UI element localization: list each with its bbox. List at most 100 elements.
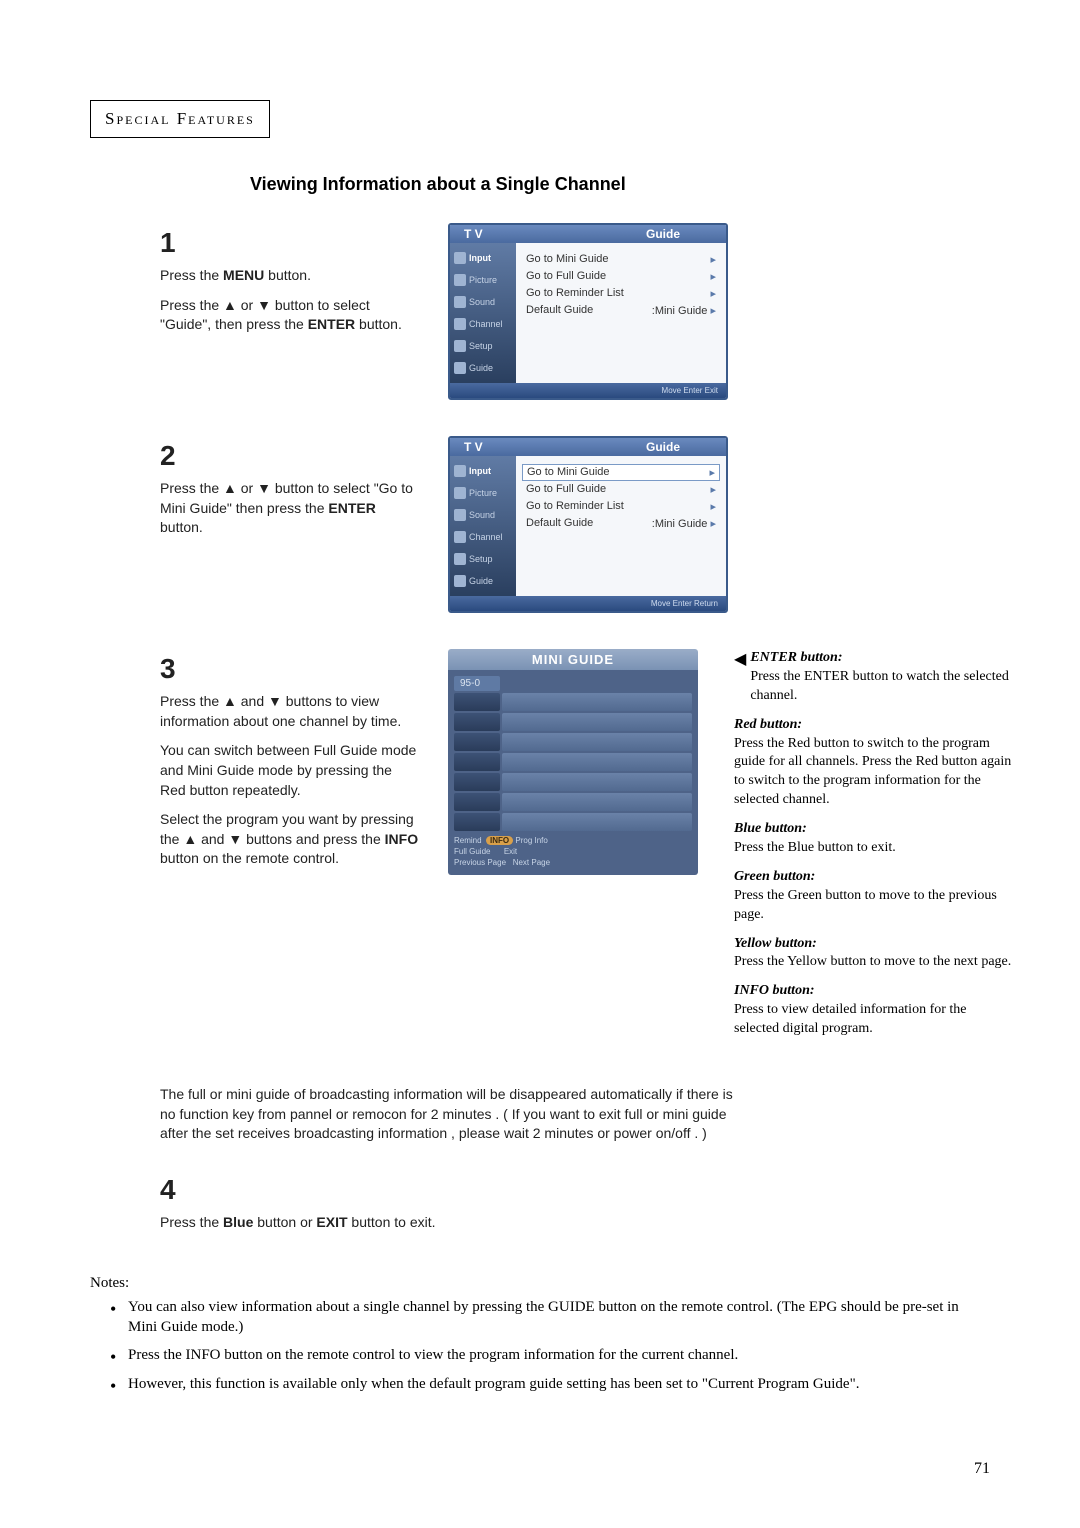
side-setup: Setup bbox=[452, 335, 514, 357]
enter-body: Press the ENTER button to watch the sele… bbox=[750, 669, 1009, 703]
notes-list: You can also view information about a si… bbox=[90, 1297, 990, 1394]
mini-guide-title: MINI GUIDE bbox=[448, 649, 698, 670]
opt-full: Go to Full Guide▸ bbox=[526, 268, 716, 285]
mini-cell bbox=[502, 713, 692, 731]
picture-icon bbox=[454, 487, 466, 499]
opt-full-2: Go to Full Guide▸ bbox=[526, 481, 716, 498]
step-2-p1: Press the ▲ or ▼ button to select "Go to… bbox=[160, 479, 420, 538]
sound-icon bbox=[454, 296, 466, 308]
tv-sidebar-2: Input Picture Sound Channel Setup Guide bbox=[450, 456, 516, 596]
tv-menu-footer-2: Move Enter Return bbox=[450, 596, 726, 611]
step-1-p1: Press the MENU button. bbox=[160, 266, 420, 286]
step-4: 4 Press the Blue button or EXIT button t… bbox=[160, 1170, 420, 1243]
picture-icon bbox=[454, 274, 466, 286]
mini-guide-body: 95-0 Remind INFO Prog Info Full Guide Ex… bbox=[448, 670, 698, 875]
tv-title-2: Guide bbox=[646, 440, 680, 454]
channel-icon bbox=[454, 318, 466, 330]
setup-icon bbox=[454, 340, 466, 352]
input-icon bbox=[454, 252, 466, 264]
green-note: Green button:Press the Green button to m… bbox=[734, 868, 1014, 925]
opt-default: Default Guide:Mini Guide ▸ bbox=[526, 302, 716, 319]
step-3-p1: Press the ▲ and ▼ buttons to view inform… bbox=[160, 692, 420, 731]
channel-icon bbox=[454, 531, 466, 543]
red-note: Red button:Press the Red button to switc… bbox=[734, 716, 1014, 810]
mini-cell bbox=[502, 693, 692, 711]
notes-heading: Notes: bbox=[90, 1275, 129, 1291]
side-input-2: Input bbox=[452, 460, 514, 482]
enter-title: ENTER button: bbox=[750, 650, 842, 665]
tv-menu-header: T V Guide bbox=[450, 225, 726, 243]
mini-cell bbox=[502, 733, 692, 751]
step-4-number: 4 bbox=[160, 1170, 420, 1209]
tv-label-2: T V bbox=[456, 440, 483, 454]
side-sound: Sound bbox=[452, 291, 514, 313]
side-channel-2: Channel bbox=[452, 526, 514, 548]
opt-mini: Go to Mini Guide▸ bbox=[526, 251, 716, 268]
opt-default-2: Default Guide:Mini Guide ▸ bbox=[526, 515, 716, 532]
step-1-number: 1 bbox=[160, 223, 420, 262]
side-picture: Picture bbox=[452, 269, 514, 291]
tv-label: T V bbox=[456, 227, 483, 241]
tv-menu-body-2: Input Picture Sound Channel Setup Guide … bbox=[450, 456, 726, 596]
mini-cell bbox=[454, 753, 500, 771]
note-2: Press the INFO button on the remote cont… bbox=[110, 1345, 990, 1365]
info-note: INFO button:Press to view detailed infor… bbox=[734, 982, 1014, 1039]
guide-icon bbox=[454, 575, 466, 587]
side-channel: Channel bbox=[452, 313, 514, 335]
mini-cell bbox=[454, 693, 500, 711]
step-3-number: 3 bbox=[160, 649, 420, 688]
opt-reminder-2: Go to Reminder List▸ bbox=[526, 498, 716, 515]
section-header-box: Special Features bbox=[90, 100, 270, 138]
mini-cell bbox=[454, 813, 500, 831]
sound-icon bbox=[454, 509, 466, 521]
tv-menu-body: Input Picture Sound Channel Setup Guide … bbox=[450, 243, 726, 383]
tv-main: Go to Mini Guide▸ Go to Full Guide▸ Go t… bbox=[516, 243, 726, 383]
tv-menu-footer-1: Move Enter Exit bbox=[450, 383, 726, 398]
section-header: Special Features bbox=[105, 109, 255, 128]
tv-title: Guide bbox=[646, 227, 680, 241]
page-number: 71 bbox=[974, 1460, 990, 1478]
step-3-text: 3 Press the ▲ and ▼ buttons to view info… bbox=[160, 649, 420, 879]
side-picture-2: Picture bbox=[452, 482, 514, 504]
tv-menu-header-2: T V Guide bbox=[450, 438, 726, 456]
mini-cell bbox=[502, 773, 692, 791]
full-note: The full or mini guide of broadcasting i… bbox=[160, 1085, 740, 1144]
step-2-text: 2 Press the ▲ or ▼ button to select "Go … bbox=[160, 436, 420, 548]
tv-main-2: Go to Mini Guide▸ Go to Full Guide▸ Go t… bbox=[516, 456, 726, 596]
guide-icon bbox=[454, 362, 466, 374]
mini-channel: 95-0 bbox=[454, 676, 500, 691]
notes-section: Notes: You can also view information abo… bbox=[90, 1273, 990, 1394]
right-notes: ◀ ENTER button:Press the ENTER button to… bbox=[734, 649, 1014, 1049]
mini-cell bbox=[454, 733, 500, 751]
mini-guide: MINI GUIDE 95-0 Remind INFO Prog Info Fu… bbox=[448, 649, 698, 875]
mini-rows bbox=[454, 693, 692, 831]
step-2: 2 Press the ▲ or ▼ button to select "Go … bbox=[90, 436, 990, 613]
side-input: Input bbox=[452, 247, 514, 269]
step-2-number: 2 bbox=[160, 436, 420, 475]
mini-cell bbox=[502, 753, 692, 771]
blue-note: Blue button:Press the Blue button to exi… bbox=[734, 820, 1014, 858]
note-1: You can also view information about a si… bbox=[110, 1297, 990, 1338]
content-area: 1 Press the MENU button. Press the ▲ or … bbox=[90, 223, 990, 1243]
mini-cell bbox=[454, 713, 500, 731]
setup-icon bbox=[454, 553, 466, 565]
side-guide-2: Guide bbox=[452, 570, 514, 592]
side-sound-2: Sound bbox=[452, 504, 514, 526]
step-1-text: 1 Press the MENU button. Press the ▲ or … bbox=[160, 223, 420, 345]
input-icon bbox=[454, 465, 466, 477]
step-4-p1: Press the Blue button or EXIT button to … bbox=[160, 1213, 560, 1233]
tv-menu-2: T V Guide Input Picture Sound Channel Se… bbox=[448, 436, 728, 613]
mini-footer: Remind INFO Prog Info Full Guide Exit Pr… bbox=[454, 831, 692, 869]
step-3-p2: You can switch between Full Guide mode a… bbox=[160, 741, 420, 800]
tv-sidebar: Input Picture Sound Channel Setup Guide bbox=[450, 243, 516, 383]
opt-mini-sel: Go to Mini Guide▸ bbox=[522, 464, 720, 481]
info-pill: INFO bbox=[486, 836, 513, 845]
step-1-p2: Press the ▲ or ▼ button to select "Guide… bbox=[160, 296, 420, 335]
step-3-p3: Select the program you want by pressing … bbox=[160, 810, 420, 869]
mini-cell bbox=[502, 813, 692, 831]
tv-menu-1: T V Guide Input Picture Sound Channel Se… bbox=[448, 223, 728, 400]
step-3: 3 Press the ▲ and ▼ buttons to view info… bbox=[90, 649, 990, 1049]
yellow-note: Yellow button:Press the Yellow button to… bbox=[734, 935, 1014, 973]
mini-cell bbox=[502, 793, 692, 811]
enter-note: ◀ ENTER button:Press the ENTER button to… bbox=[734, 649, 1014, 716]
